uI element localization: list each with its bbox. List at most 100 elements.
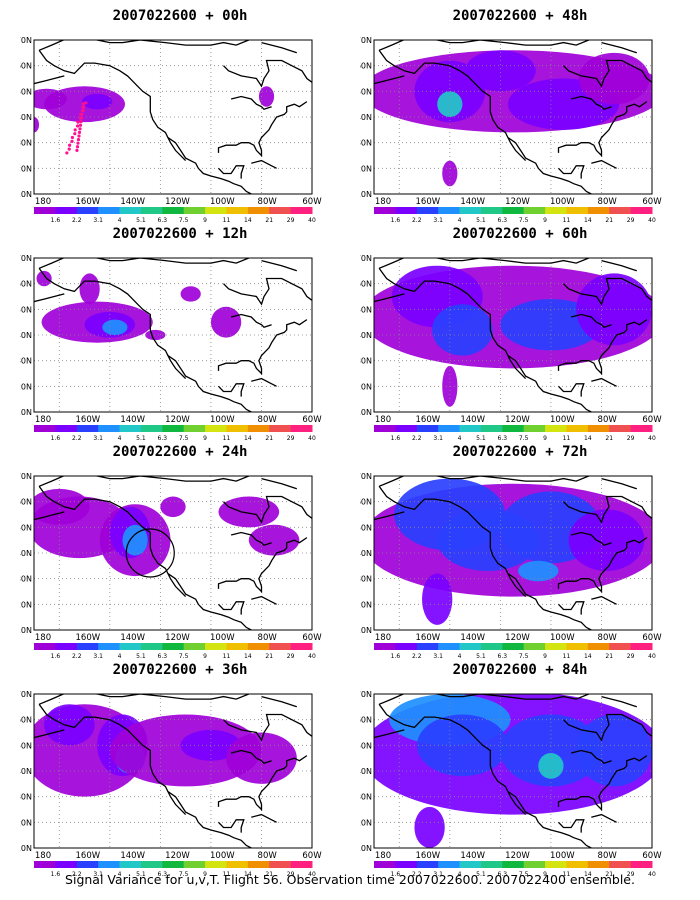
colorbar-segment: [523, 207, 546, 214]
coastline: [218, 601, 245, 615]
lon-label: 120W: [505, 851, 530, 861]
coastline: [38, 703, 252, 848]
colorbar-segment: [416, 861, 439, 868]
lat-label: 50N: [20, 741, 32, 750]
lat-label: 70N: [360, 472, 372, 481]
lon-label: 100W: [550, 851, 575, 861]
coastline: [558, 383, 585, 397]
colorbar-segment: [523, 643, 546, 650]
lat-label: 70N: [360, 36, 372, 45]
lon-label: 80W: [598, 415, 618, 425]
colorbar-label: 6.3: [158, 871, 168, 878]
lon-label: 100W: [210, 415, 235, 425]
lat-label: 60N: [360, 62, 372, 71]
map-plot: 70N 60N 50N 40N 30N 20N 10N180 160W 140W 120W 100W…: [20, 690, 322, 878]
panel-title: 2007022600 + 24h: [112, 444, 248, 460]
colorbar-segment: [140, 643, 163, 650]
lat-label: 40N: [20, 113, 32, 122]
lon-label: 120W: [165, 851, 190, 861]
coastline: [261, 477, 298, 490]
lon-label: 160W: [416, 197, 441, 207]
coastline: [251, 377, 277, 387]
variance-region: [34, 88, 67, 110]
lat-label: 30N: [20, 357, 32, 366]
colorbar-label: 40: [308, 435, 316, 442]
variance-region: [432, 304, 493, 356]
colorbar-segment: [34, 861, 56, 868]
coastline: [261, 695, 298, 708]
colorbar-segment: [480, 207, 503, 214]
coastline: [34, 75, 65, 85]
colorbar-segment: [545, 425, 567, 432]
variance-region: [36, 270, 52, 287]
flight-track-point: [70, 135, 75, 140]
colorbar-label: 40: [308, 217, 316, 224]
colorbar-segment: [523, 425, 546, 432]
panel-title: 2007022600 + 00h: [112, 8, 248, 24]
coastline: [601, 477, 638, 490]
coastline: [601, 41, 638, 54]
colorbar-label: 21: [605, 871, 613, 878]
colorbar-segment: [290, 425, 313, 432]
variance-region: [180, 286, 201, 302]
coastline: [167, 573, 187, 598]
colorbar-label: 29: [287, 217, 295, 224]
lat-label: 20N: [360, 382, 372, 391]
lon-label: 160W: [76, 415, 101, 425]
colorbar-segment: [502, 425, 525, 432]
lat-label: 50N: [20, 523, 32, 532]
colorbar-label: 29: [287, 435, 295, 442]
colorbar-segment: [502, 861, 525, 868]
colorbar-segment: [545, 207, 567, 214]
coastline: [378, 40, 590, 51]
colorbar-segment: [76, 643, 99, 650]
lat-label: 40N: [360, 549, 372, 558]
lon-label: 80W: [598, 197, 618, 207]
colorbar-label: 1.6: [51, 217, 61, 224]
map-panel-p36: 2007022600 + 36h 70N 60N 50N 40N 30N 20N 10N180…: [20, 662, 340, 880]
colorbar-segment: [609, 425, 632, 432]
lon-label: 80W: [598, 851, 618, 861]
coastline: [34, 729, 65, 739]
lat-label: 70N: [20, 254, 32, 263]
colorbar-segment: [395, 425, 418, 432]
variance-region: [218, 496, 280, 528]
coastline: [378, 476, 590, 487]
colorbar-segment: [290, 643, 313, 650]
lat-label: 10N: [360, 408, 372, 417]
lat-label: 30N: [20, 139, 32, 148]
lon-label: 100W: [550, 197, 575, 207]
coastline: [601, 259, 638, 272]
lat-label: 60N: [20, 62, 32, 71]
coastline: [507, 355, 527, 380]
coastline: [38, 485, 252, 630]
colorbar-segment: [438, 207, 461, 214]
variance-region: [145, 329, 166, 341]
colorbar-label: 1.6: [391, 653, 401, 660]
colorbar-label: 5.1: [476, 217, 486, 224]
coastline: [500, 689, 538, 692]
colorbar-label: 7.5: [519, 871, 529, 878]
panel-title: 2007022600 + 48h: [452, 8, 588, 24]
colorbar-label: 5.1: [136, 871, 146, 878]
coastline: [251, 595, 277, 605]
lat-label: 40N: [360, 767, 372, 776]
lat-label: 30N: [360, 793, 372, 802]
colorbar-segment: [480, 425, 503, 432]
coastline: [378, 258, 590, 269]
colorbar-label: 1.6: [51, 653, 61, 660]
colorbar-segment: [119, 425, 142, 432]
colorbar-label: 3.1: [93, 653, 103, 660]
lat-label: 70N: [20, 690, 32, 699]
colorbar-label: 9: [203, 435, 207, 442]
colorbar-label: 7.5: [519, 217, 529, 224]
colorbar-segment: [630, 643, 653, 650]
coastline: [500, 253, 538, 256]
coastline: [167, 137, 187, 162]
colorbar-segment: [119, 643, 142, 650]
coastline: [217, 755, 308, 812]
flight-track-point: [76, 137, 81, 142]
colorbar-label: 5.1: [136, 653, 146, 660]
colorbar-segment: [290, 861, 313, 868]
colorbar-segment: [205, 425, 227, 432]
